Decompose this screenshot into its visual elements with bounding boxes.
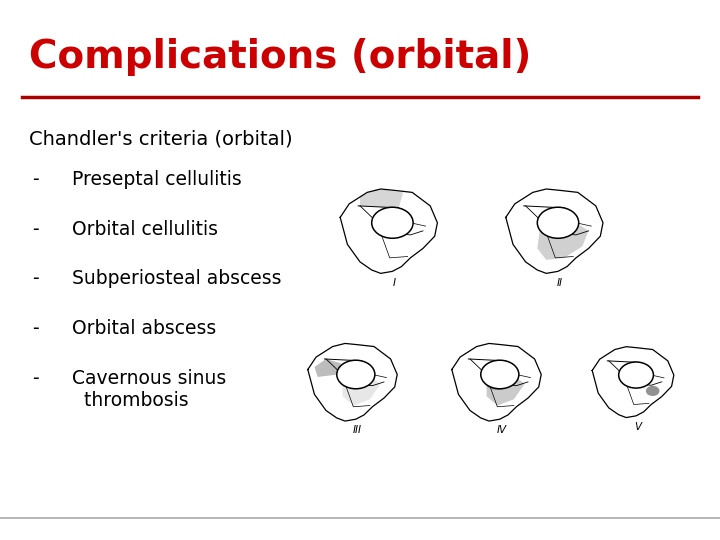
Polygon shape <box>505 189 603 273</box>
Circle shape <box>337 360 375 389</box>
Text: -: - <box>32 269 39 288</box>
Polygon shape <box>452 343 541 421</box>
Text: Complications (orbital): Complications (orbital) <box>29 38 531 76</box>
Text: -: - <box>32 170 39 189</box>
Polygon shape <box>315 359 341 377</box>
Polygon shape <box>341 189 438 273</box>
Text: V: V <box>634 422 641 431</box>
Text: -: - <box>32 220 39 239</box>
Polygon shape <box>308 343 397 421</box>
Text: -: - <box>32 319 39 338</box>
Text: Preseptal cellulitis: Preseptal cellulitis <box>72 170 242 189</box>
Polygon shape <box>360 189 403 208</box>
Text: I: I <box>392 278 396 288</box>
Polygon shape <box>593 347 674 417</box>
Text: IV: IV <box>496 426 507 435</box>
Circle shape <box>537 207 579 238</box>
Polygon shape <box>537 221 589 260</box>
Circle shape <box>618 362 654 388</box>
Text: Chandler's criteria (orbital): Chandler's criteria (orbital) <box>29 130 292 148</box>
Text: Subperiosteal abscess: Subperiosteal abscess <box>72 269 282 288</box>
Circle shape <box>646 386 660 396</box>
Ellipse shape <box>486 377 509 390</box>
Text: III: III <box>353 426 362 435</box>
Text: -: - <box>32 369 39 388</box>
Text: Cavernous sinus
  thrombosis: Cavernous sinus thrombosis <box>72 369 226 410</box>
Polygon shape <box>343 375 381 406</box>
Text: Orbital abscess: Orbital abscess <box>72 319 216 338</box>
Text: II: II <box>557 278 563 288</box>
Circle shape <box>372 207 413 238</box>
Circle shape <box>481 360 519 389</box>
Polygon shape <box>485 375 525 406</box>
Text: Orbital cellulitis: Orbital cellulitis <box>72 220 218 239</box>
